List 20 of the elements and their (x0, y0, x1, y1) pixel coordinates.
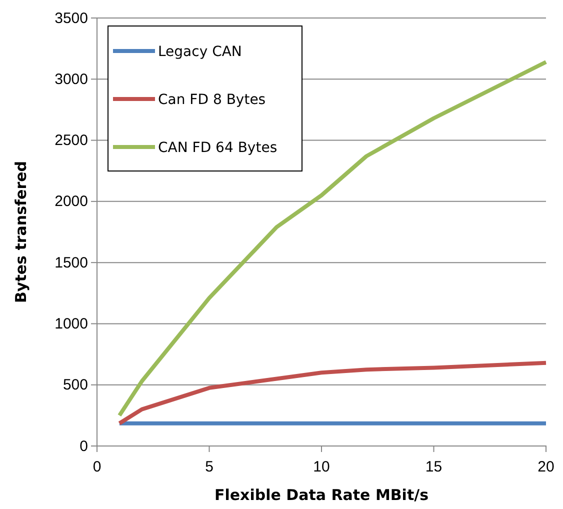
x-tick-label: 0 (92, 458, 102, 476)
x-axis-title: Flexible Data Rate MBit/s (214, 486, 429, 504)
y-tick-label: 1000 (54, 316, 88, 333)
x-tick-label: 10 (313, 458, 330, 476)
y-tick-label: 2000 (54, 193, 88, 210)
legend-label: Legacy CAN (158, 44, 242, 60)
x-tick-label: 5 (205, 458, 214, 476)
y-tick-label: 500 (62, 376, 88, 394)
line-series (117, 360, 548, 426)
y-axis-title: Bytes transfered (12, 160, 30, 304)
line-series (117, 60, 548, 418)
y-tick-label: 3000 (54, 70, 88, 88)
x-tick-label: 15 (425, 458, 442, 476)
legend-label: Can FD 8 Bytes (158, 92, 266, 108)
x-tick-label: 20 (538, 458, 554, 476)
legend-label: CAN FD 64 Bytes (158, 140, 278, 156)
y-tick-label: 2500 (54, 132, 88, 150)
y-tick-label: 0 (80, 438, 88, 455)
y-tick-label: 3500 (54, 10, 88, 27)
y-tick-label: 1500 (54, 254, 88, 272)
